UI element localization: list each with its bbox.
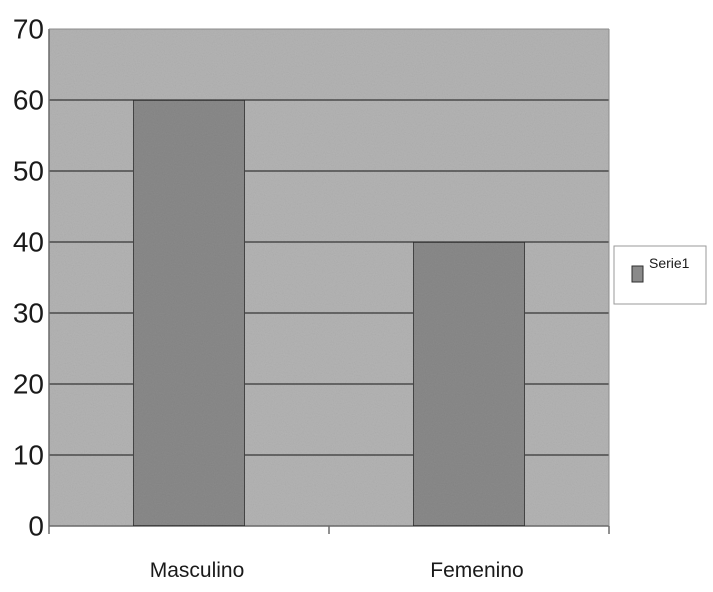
y-tick-label: 50 xyxy=(13,156,44,187)
axis-labels: 0 10 20 30 40 50 60 70 Masculino Femenino xyxy=(13,14,524,583)
y-tick-label: 0 xyxy=(28,511,44,542)
y-tick-label: 20 xyxy=(13,369,44,400)
legend-label: Serie1 xyxy=(649,255,690,271)
x-tick-label: Masculino xyxy=(150,559,245,582)
legend-box xyxy=(613,245,707,305)
y-tick-label: 30 xyxy=(13,298,44,329)
bars xyxy=(132,99,526,527)
legend: Serie1 xyxy=(613,245,707,305)
x-tick-label: Femenino xyxy=(430,559,523,582)
y-tick-label: 10 xyxy=(13,440,44,471)
y-tick-label: 60 xyxy=(13,85,44,116)
bar-masculino xyxy=(132,99,246,527)
y-tick-label: 40 xyxy=(13,227,44,258)
bar-femenino xyxy=(412,241,526,527)
legend-swatch xyxy=(631,265,644,283)
y-tick-label: 70 xyxy=(13,14,44,45)
